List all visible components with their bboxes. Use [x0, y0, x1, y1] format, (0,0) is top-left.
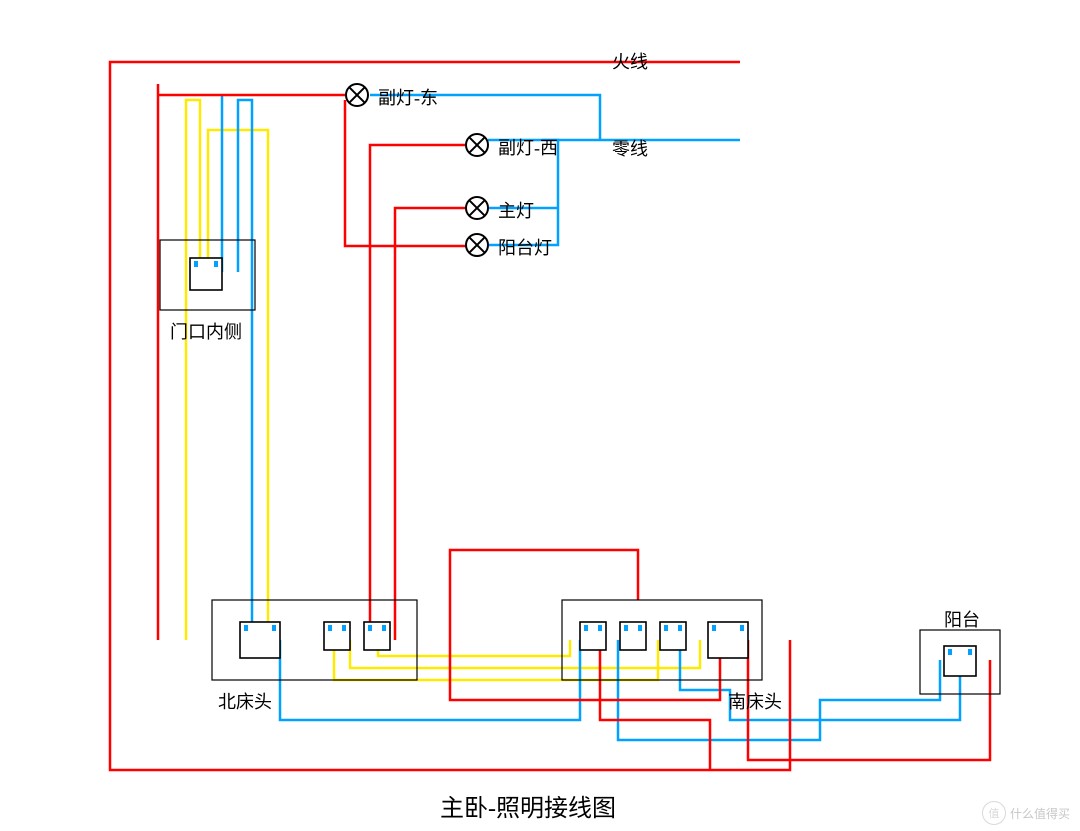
label-box-north: 北床头: [218, 688, 272, 714]
watermark: 值 什么值得买: [982, 801, 1070, 825]
lamp-main-icon: [466, 197, 488, 219]
live-wire: [370, 145, 466, 640]
diagram-title: 主卧-照明接线图: [440, 788, 616, 823]
live-wire: [395, 208, 466, 640]
wiring-svg: [0, 0, 1080, 831]
label-lamp-main: 主灯: [498, 197, 534, 223]
switch-south-2: [660, 622, 686, 650]
live-wire: [345, 100, 466, 246]
label-lamp-west: 副灯-西: [498, 134, 558, 160]
label-lamp-east: 副灯-东: [378, 84, 438, 110]
label-lamp-balc: 阳台灯: [498, 234, 552, 260]
switch-north-1: [324, 622, 350, 650]
label-box-door: 门口内侧: [170, 318, 242, 344]
label-box-south: 南床头: [728, 688, 782, 714]
label-neutral: 零线: [612, 135, 648, 161]
label-live: 火线: [612, 48, 648, 74]
lamp-balcony-icon: [466, 234, 488, 256]
lamp-west-icon: [466, 134, 488, 156]
watermark-badge-icon: 值: [982, 801, 1006, 825]
switch-north-2: [364, 622, 390, 650]
neutral-wire: [238, 100, 252, 640]
switch-south-0: [580, 622, 606, 650]
label-box-balcony: 阳台: [944, 606, 980, 632]
switch-south-1: [620, 622, 646, 650]
lamp-east-icon: [346, 84, 368, 106]
traveler-wire: [186, 100, 200, 640]
watermark-text: 什么值得买: [1010, 805, 1070, 822]
